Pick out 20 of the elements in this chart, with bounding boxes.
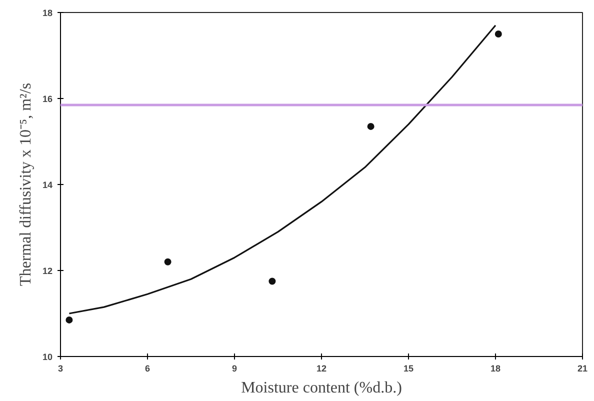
x-tick-label: 15 <box>403 364 414 374</box>
x-tick-label: 9 <box>232 364 238 374</box>
x-tick-label: 6 <box>144 364 150 374</box>
y-tick-label: 14 <box>42 180 53 190</box>
x-tick-label: 18 <box>490 364 501 374</box>
y-tick-label: 16 <box>42 94 53 104</box>
y-axis-title: Thermal diffusivity x 10⁻⁵, m²/s <box>17 82 34 286</box>
point <box>268 278 276 285</box>
point <box>164 258 172 266</box>
point <box>494 30 502 38</box>
x-tick-label: 12 <box>316 364 327 374</box>
x-axis-title: Moisture content (%d.b.) <box>241 380 402 396</box>
y-tick-label: 10 <box>42 352 53 362</box>
point <box>367 122 374 130</box>
y-tick-label: 18 <box>42 8 53 18</box>
x-tick-label: 3 <box>58 364 64 374</box>
line-series <box>68 24 496 314</box>
y-tick-label: 12 <box>42 266 53 276</box>
point <box>66 316 73 324</box>
x-tick-label: 21 <box>577 364 588 374</box>
